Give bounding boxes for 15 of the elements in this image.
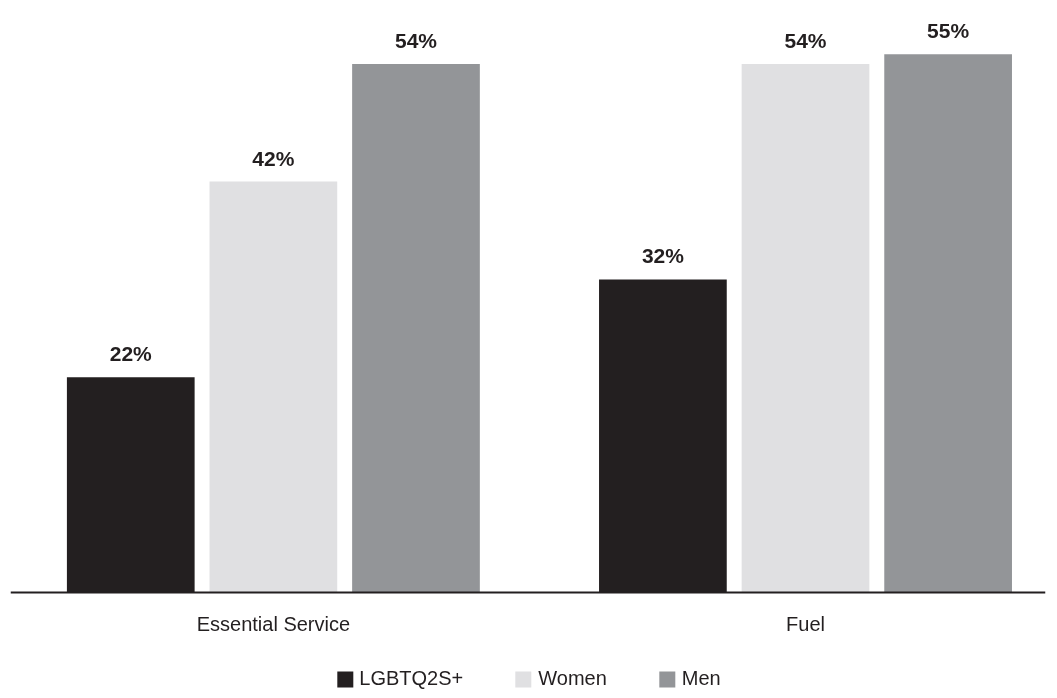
data-label: 54%	[784, 29, 827, 53]
bar	[884, 54, 1012, 593]
legend-label: LGBTQ2S+	[359, 667, 464, 690]
data-label: 22%	[109, 342, 153, 366]
legend-label: Women	[538, 667, 607, 690]
x-tick-label: Essential Service	[196, 612, 351, 635]
bar	[209, 181, 338, 593]
data-label: 42%	[252, 146, 295, 170]
data-label: 32%	[641, 244, 685, 268]
bar	[741, 64, 870, 593]
bar	[352, 64, 480, 593]
data-label: 55%	[927, 19, 970, 43]
data-label: 54%	[394, 29, 438, 53]
x-tick-label: Fuel	[786, 612, 825, 635]
legend-label: Men	[681, 667, 721, 690]
